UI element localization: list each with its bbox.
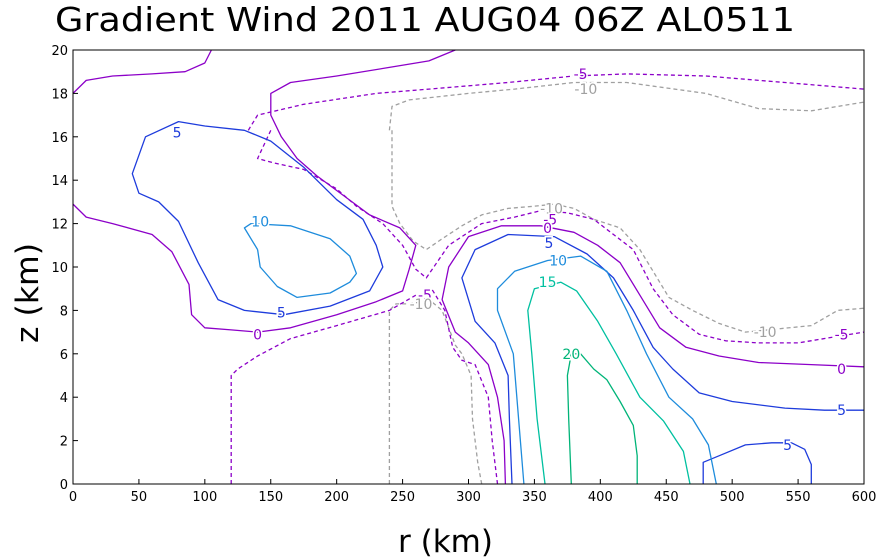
contour-line-neg10-1 [431, 301, 483, 485]
contour-line-neg5-4 [230, 294, 417, 484]
contour-label-14: 20 [562, 347, 580, 363]
contour-lines [72, 49, 865, 485]
contour-line-neg10-0 [388, 301, 423, 484]
x-tick-label: 550 [786, 490, 811, 505]
y-tick-label: 16 [51, 131, 68, 146]
contour-label-5: -5 [543, 212, 557, 228]
y-tick-label: 12 [51, 218, 68, 233]
y-tick-label: 14 [51, 174, 68, 189]
contour-label-4: -10 [540, 201, 563, 217]
contour-line-10-15 [496, 255, 717, 485]
y-tick-label: 18 [51, 87, 68, 102]
contour-line-20-17 [566, 353, 638, 485]
y-tick-label: 10 [51, 261, 68, 276]
x-tick-label: 350 [522, 490, 547, 505]
contour-label-9: 15 [539, 275, 557, 291]
x-tick-label: 50 [131, 490, 148, 505]
x-tick-label: 200 [324, 490, 349, 505]
contour-label-3: 10 [251, 214, 269, 230]
contour-line-5-11 [131, 120, 384, 316]
chart-title: Gradient Wind 2011 AUG04 06Z AL0511 [55, 0, 795, 39]
contour-label-17: 0 [837, 362, 846, 378]
contour-label-0: -5 [574, 67, 588, 83]
contour-line-0-8 [72, 49, 212, 94]
contour-label-2: 5 [173, 125, 182, 141]
contour-label-1: -10 [574, 82, 597, 98]
x-tick-label: 100 [192, 490, 217, 505]
contour-label-11: -10 [410, 297, 433, 313]
contour-label-19: 5 [783, 438, 792, 454]
contour-line-neg5-7 [256, 130, 865, 344]
contour-label-16: -5 [835, 327, 849, 343]
contour-line-neg10-3 [391, 130, 865, 333]
contour-label-15: -10 [754, 325, 777, 341]
contour-line-5-13 [702, 442, 812, 484]
contour-line-neg5-5 [431, 288, 499, 485]
x-tick-label: 300 [456, 490, 481, 505]
x-tick-label: 500 [720, 490, 745, 505]
contour-label-8: 10 [549, 253, 567, 269]
contour-line-5-12 [461, 233, 864, 485]
y-tick-label: 8 [60, 304, 68, 319]
x-tick-label: 450 [654, 490, 679, 505]
y-tick-label: 6 [60, 348, 68, 363]
y-axis-label: z (km) [10, 243, 46, 343]
contour-label-6: 0 [543, 221, 552, 237]
x-axis-label: r (km) [398, 524, 493, 559]
contour-line-0-9 [72, 49, 456, 333]
y-tick-label: 2 [60, 435, 68, 450]
contour-line-neg5-6 [247, 73, 865, 131]
x-tick-label: 600 [852, 490, 877, 505]
x-axis: 0 50 100 150 200 250 300 350 400 450 500 550 600 [69, 479, 877, 505]
contour-label-7: 5 [544, 236, 553, 252]
y-axis: 0 2 4 6 8 10 12 14 16 18 20 [51, 44, 78, 493]
contour-line-neg10-2 [388, 81, 865, 131]
contour-line-10-14 [243, 222, 358, 299]
x-tick-label: 400 [588, 490, 613, 505]
plot-frame [72, 49, 865, 485]
x-tick-label: 150 [258, 490, 283, 505]
contour-label-18: 5 [837, 403, 846, 419]
contour-line-0-10 [441, 225, 865, 485]
y-tick-label: 20 [51, 44, 68, 59]
contour-label-13: 0 [253, 327, 262, 343]
y-tick-label: 0 [60, 478, 68, 493]
contour-line-15-16 [527, 281, 691, 485]
contour-label-12: 5 [277, 306, 286, 322]
x-tick-label: 250 [390, 490, 415, 505]
y-tick-label: 4 [60, 391, 68, 406]
contour-label-10: -5 [418, 288, 432, 304]
x-tick-label: 0 [69, 490, 77, 505]
